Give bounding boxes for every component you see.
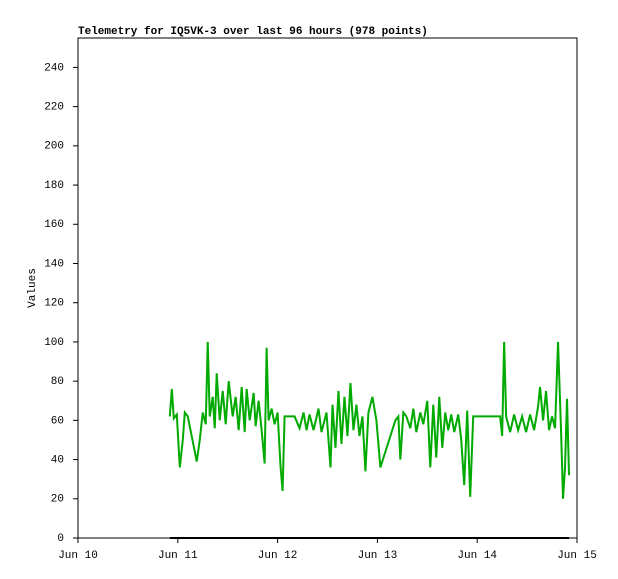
y-tick-label: 20 bbox=[51, 494, 64, 506]
y-tick-label: 140 bbox=[44, 258, 64, 270]
x-tick-label: Jun 11 bbox=[158, 550, 198, 562]
y-tick-label: 180 bbox=[44, 180, 64, 192]
y-tick-label: 120 bbox=[44, 298, 64, 310]
x-tick-label: Jun 13 bbox=[358, 550, 398, 562]
y-tick-label: 60 bbox=[51, 415, 64, 427]
x-tick-label: Jun 10 bbox=[58, 550, 98, 562]
y-tick-label: 220 bbox=[44, 102, 64, 114]
data-line bbox=[168, 341, 571, 499]
y-tick-label: 100 bbox=[44, 337, 64, 349]
x-tick-label: Jun 14 bbox=[457, 550, 497, 562]
y-axis-label: Values bbox=[27, 268, 39, 308]
plot-frame bbox=[77, 37, 578, 539]
x-tick-label: Jun 15 bbox=[557, 550, 597, 562]
y-tick-label: 0 bbox=[57, 533, 64, 545]
y-tick-label: 40 bbox=[51, 454, 64, 466]
chart-title: Telemetry for IQ5VK-3 over last 96 hours… bbox=[78, 26, 428, 38]
y-tick-label: 240 bbox=[44, 62, 64, 74]
y-tick-label: 80 bbox=[51, 376, 64, 388]
x-tick-label: Jun 12 bbox=[258, 550, 298, 562]
y-tick-label: 160 bbox=[44, 219, 64, 231]
y-tick-label: 200 bbox=[44, 141, 64, 153]
